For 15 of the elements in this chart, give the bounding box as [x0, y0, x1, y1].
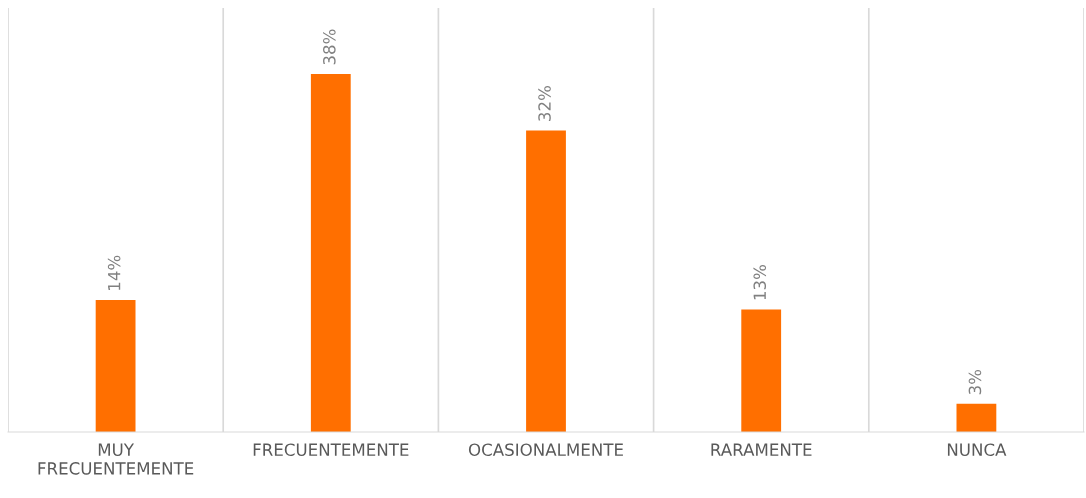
- x-tick-label: FRECUENTEMENTE: [253, 443, 409, 457]
- bar: [741, 309, 782, 432]
- data-label: 13%: [753, 265, 767, 300]
- data-label: 3%: [968, 369, 982, 395]
- x-tick-label: RARAMENTE: [711, 443, 812, 456]
- bar: [956, 403, 997, 432]
- x-tick-label: MUY FRECUENTEMENTE: [38, 443, 194, 475]
- data-label: 38%: [323, 29, 336, 65]
- data-label: 32%: [538, 86, 551, 121]
- data-label: 14%: [107, 255, 121, 290]
- x-tick-label: OCASIONALMENTE: [468, 443, 623, 457]
- bar: [95, 300, 136, 432]
- x-tick-label: NUNCA: [947, 443, 1007, 457]
- bar: [526, 130, 566, 432]
- bar: [310, 73, 351, 432]
